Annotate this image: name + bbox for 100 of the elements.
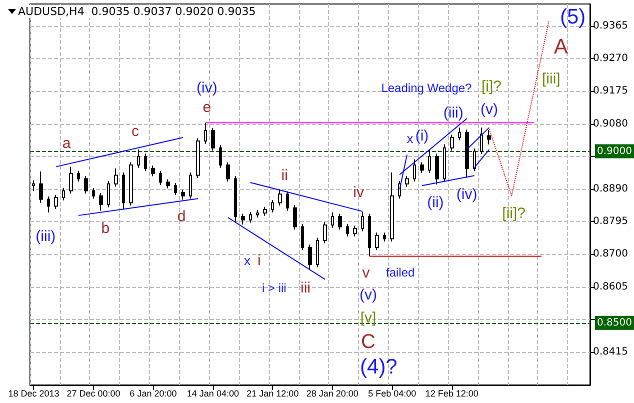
x-tick-label: 5 Feb 04:00: [368, 388, 416, 398]
y-tick-label: 0.8795: [593, 216, 628, 228]
annotation: C: [361, 331, 376, 354]
candlestick: [69, 166, 73, 194]
annotation: Leading Wedge?: [381, 80, 472, 95]
candlestick: [181, 189, 185, 200]
x-tick-label: 14 Jan 04:00: [186, 388, 239, 398]
annotation: i: [258, 252, 261, 269]
candlestick: [107, 180, 110, 208]
candlestick: [174, 182, 177, 196]
candlestick: [92, 187, 95, 200]
annotation: c: [132, 123, 140, 140]
candlestick: [54, 194, 58, 210]
annotation: failed: [386, 265, 415, 280]
annotation: (ii): [427, 194, 444, 211]
candlestick: [219, 144, 222, 168]
candlestick: [331, 212, 334, 228]
candlestick: [308, 244, 312, 270]
annotation: [i]?: [481, 78, 502, 96]
candlestick: [405, 175, 409, 188]
annotation: (iv): [456, 186, 478, 203]
candlestick: [316, 237, 319, 268]
candlestick: [473, 148, 476, 172]
candlestick: [390, 172, 394, 242]
candlestick: [465, 129, 469, 178]
x-tick-label: 28 Jan 20:00: [306, 388, 358, 398]
annotation: (4)?: [360, 356, 398, 379]
chart-title: AUDUSD,H4 0.9035 0.9037 0.9020 0.9035: [18, 5, 256, 18]
annotation: iv: [353, 184, 364, 201]
candlestick: [428, 149, 431, 174]
candlestick: [47, 196, 50, 213]
annotation: a: [62, 135, 72, 152]
annotation: v: [362, 264, 370, 282]
candlestick: [450, 134, 454, 152]
candlestick: [151, 165, 155, 177]
x-tick-label: 12 Feb 12:00: [425, 388, 478, 398]
y-tick-label: 0.9175: [593, 86, 628, 97]
candlestick: [32, 180, 35, 192]
x-tick-label: 18 Dec 2013: [8, 388, 60, 398]
annotation: (i): [415, 127, 429, 144]
candlestick: [278, 188, 282, 206]
y-tick-label: 0.8415: [593, 346, 628, 358]
candlestick: [114, 168, 118, 188]
candlestick: [361, 211, 364, 232]
annotation: x: [406, 131, 414, 146]
annotation: (iii): [443, 104, 464, 122]
annotation: e: [202, 99, 212, 116]
candlestick: [346, 224, 349, 237]
candlestick: [122, 172, 125, 210]
candlestick: [204, 122, 207, 144]
annotation: (v): [480, 101, 498, 118]
candlestick: [263, 206, 267, 216]
ref-line-label: 0.9000: [597, 146, 632, 157]
candlestick: [286, 190, 289, 212]
candlestick: [137, 149, 140, 168]
candlestick: [435, 153, 439, 186]
candlestick: [383, 232, 386, 242]
annotation: (v): [359, 286, 377, 304]
y-tick-label: 0.8890: [593, 184, 628, 195]
annotation: iii: [300, 280, 311, 297]
candlestick: [196, 138, 200, 179]
annotation: A: [554, 35, 568, 58]
annotation: [iii]: [542, 70, 560, 88]
candlestick: [413, 158, 416, 182]
candlestick: [353, 225, 357, 237]
candlestick: [234, 175, 237, 222]
candlestick: [368, 213, 371, 257]
candlestick: [39, 171, 43, 204]
annotation: (5): [560, 6, 586, 29]
candlestick: [420, 162, 424, 174]
candlestick: [77, 170, 80, 182]
x-tick-label: 6 Jan 20:00: [130, 388, 177, 398]
y-tick-label: 0.9080: [593, 118, 628, 130]
candlestick: [166, 178, 170, 189]
y-tick-label: 0.8700: [593, 248, 628, 260]
annotation: [ii]?: [502, 204, 526, 222]
candlestick: [487, 129, 491, 145]
candlestick: [241, 213, 245, 225]
candlestick: [338, 213, 342, 230]
candlestick: [443, 144, 446, 182]
candlestick: [323, 222, 327, 244]
ref-line-label: 0.8500: [597, 317, 632, 328]
annotation: [v]: [360, 310, 376, 327]
candlestick: [480, 127, 483, 154]
candlestick: [144, 153, 147, 172]
annotation: (iv): [196, 79, 218, 96]
candlestick: [293, 204, 297, 230]
annotation: b: [101, 220, 110, 237]
y-tick-label: 0.8605: [593, 281, 628, 292]
candlestick: [84, 175, 88, 194]
x-tick-label: 21 Jan 12:00: [246, 388, 299, 398]
candlestick: [189, 172, 192, 200]
candlestick: [159, 170, 162, 186]
candlestick: [129, 162, 133, 206]
y-tick-label: 0.9270: [593, 53, 628, 64]
candlestick: [301, 224, 304, 251]
candlestick: [62, 187, 65, 201]
candlestick: [249, 212, 252, 224]
annotation: x: [244, 252, 252, 268]
annotation: i > iii: [262, 281, 286, 296]
